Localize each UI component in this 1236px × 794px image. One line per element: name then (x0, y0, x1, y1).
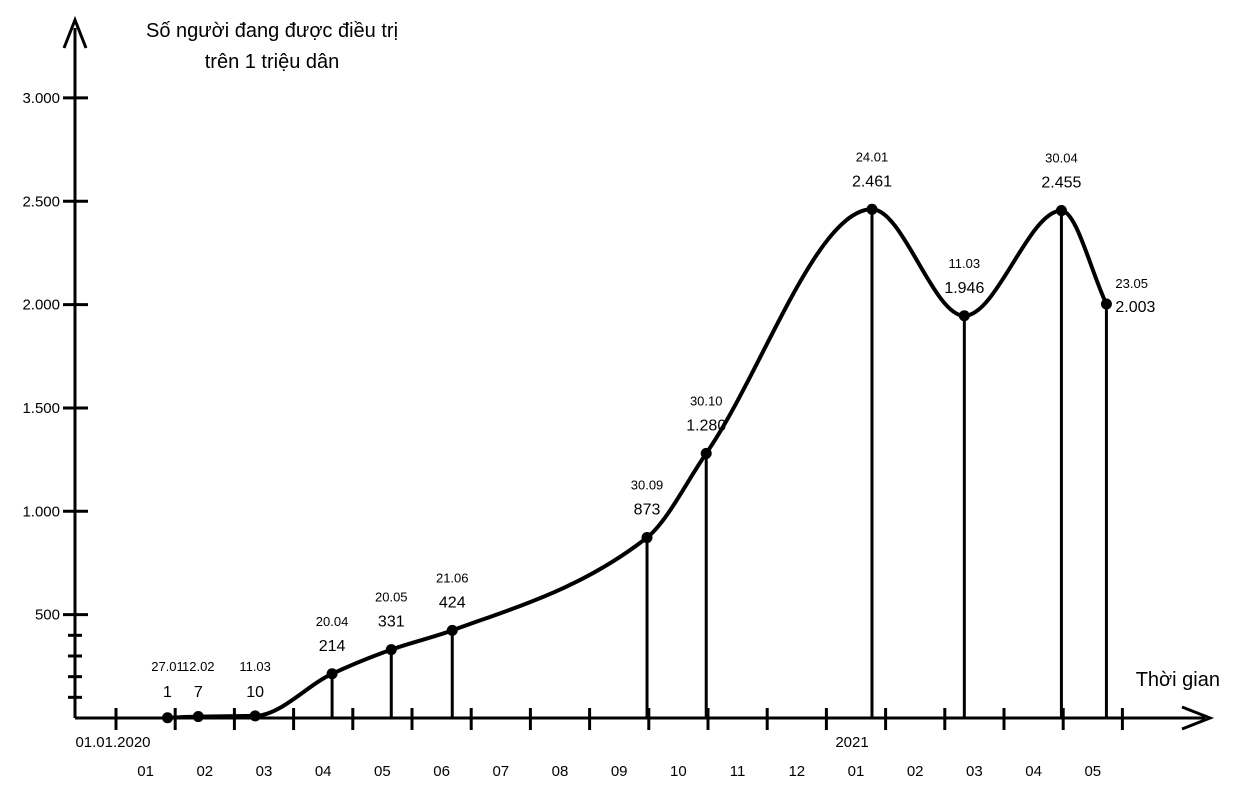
point-value-label-2: 10 (246, 684, 264, 701)
x-month-label-1: 02 (196, 763, 213, 780)
point-date-label-9: 11.03 (949, 256, 981, 271)
y-axis-title-line-2: trên 1 triệu dân (205, 51, 340, 73)
point-value-label-4: 331 (378, 614, 405, 631)
y-tick-label-2: 1.500 (22, 400, 60, 417)
series-line (165, 207, 1109, 720)
data-point-1 (192, 711, 204, 723)
x-month-label-6: 07 (492, 763, 509, 780)
x-month-label-11: 12 (788, 763, 805, 780)
x-year-label: 2021 (835, 734, 868, 751)
x-month-label-10: 11 (730, 763, 746, 780)
data-point-6 (641, 532, 653, 544)
point-date-label-3: 20.04 (316, 614, 349, 629)
data-point-11 (1100, 298, 1112, 310)
x-month-label-5: 06 (433, 763, 450, 780)
x-month-label-13: 02 (907, 763, 924, 780)
y-axis-arrowhead (62, 15, 88, 49)
x-month-label-7: 08 (552, 763, 569, 780)
x-month-label-2: 03 (256, 763, 273, 780)
data-labels: 27.01 1 12.02 7 11.03 10 20.04 214 20.05 331 21.06… (151, 149, 1155, 701)
x-axis-arrowhead (1181, 705, 1215, 731)
x-start-label: 01.01.2020 (75, 734, 150, 751)
x-month-label-14: 03 (966, 763, 983, 780)
point-value-label-3: 214 (319, 638, 346, 655)
drop-lines (330, 209, 1108, 718)
y-tick-label-4: 2.500 (22, 193, 60, 210)
x-month-label-8: 09 (611, 763, 628, 780)
point-date-label-0: 27.01 (151, 659, 184, 674)
data-point-4 (385, 644, 397, 656)
x-month-label-0: 01 (137, 763, 154, 780)
point-value-label-7: 1.280 (686, 417, 726, 434)
point-value-label-1: 7 (194, 684, 203, 701)
point-date-label-10: 30.04 (1045, 151, 1078, 166)
point-value-label-11: 2.003 (1115, 299, 1155, 316)
y-tick-label-0: 500 (35, 607, 60, 624)
point-date-label-4: 20.05 (375, 590, 408, 605)
y-tick-label-3: 2.000 (22, 297, 60, 314)
x-axis-ticks: 01 02 03 04 05 06 07 08 09 10 11 12 01 02 03 04 05 (114, 708, 1124, 780)
data-points (162, 203, 1112, 724)
y-tick-label-5: 3.000 (22, 90, 60, 107)
y-axis-title-line-1: Số người đang được điều trị (146, 20, 398, 42)
x-month-label-15: 04 (1025, 763, 1042, 780)
point-date-label-1: 12.02 (182, 659, 215, 674)
point-value-label-0: 1 (163, 684, 172, 701)
y-tick-label-1: 1.000 (22, 503, 60, 520)
data-point-8 (866, 203, 878, 215)
x-month-label-4: 05 (374, 763, 391, 780)
point-date-label-8: 24.01 (856, 149, 889, 164)
x-month-label-9: 10 (670, 763, 687, 780)
data-point-9 (958, 310, 970, 322)
x-month-label-16: 05 (1084, 763, 1101, 780)
point-date-label-2: 11.03 (239, 659, 271, 674)
data-point-3 (326, 668, 338, 680)
y-axis-ticks: 500 1.000 1.500 2.000 2.500 3.000 (22, 90, 88, 699)
data-point-10 (1055, 205, 1067, 217)
data-point-0 (162, 712, 174, 724)
point-value-label-10: 2.455 (1041, 175, 1081, 192)
data-point-2 (249, 710, 261, 722)
axes (62, 15, 1215, 731)
point-date-label-11: 23.05 (1115, 276, 1148, 291)
point-value-label-6: 873 (634, 502, 661, 519)
point-value-label-9: 1.946 (944, 280, 984, 297)
x-month-label-3: 04 (315, 763, 332, 780)
x-axis-title: Thời gian (1136, 669, 1220, 691)
point-value-label-8: 2.461 (852, 173, 892, 190)
point-date-label-6: 30.09 (631, 478, 664, 493)
point-value-label-5: 424 (439, 594, 466, 611)
point-date-label-5: 21.06 (436, 570, 469, 585)
point-date-label-7: 30.10 (690, 393, 723, 408)
data-point-7 (700, 447, 712, 459)
x-month-label-12: 01 (848, 763, 865, 780)
data-point-5 (446, 624, 458, 636)
